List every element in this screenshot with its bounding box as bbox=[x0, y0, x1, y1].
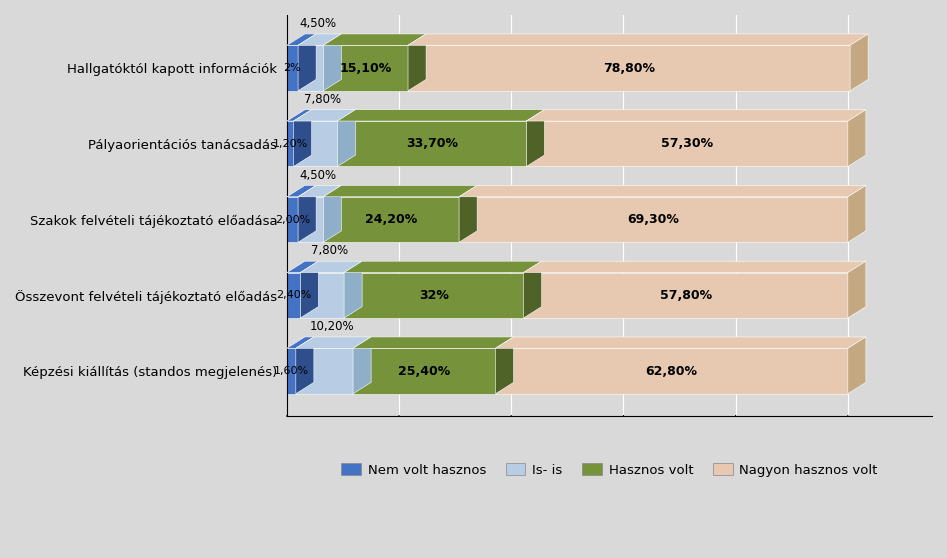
Polygon shape bbox=[524, 261, 542, 318]
Polygon shape bbox=[294, 110, 355, 121]
Bar bbox=[353, 348, 495, 394]
Polygon shape bbox=[295, 337, 371, 348]
Text: 25,40%: 25,40% bbox=[398, 364, 451, 378]
Bar bbox=[524, 272, 848, 318]
Text: 2,40%: 2,40% bbox=[276, 290, 312, 300]
Polygon shape bbox=[408, 34, 426, 91]
Polygon shape bbox=[408, 34, 868, 45]
Polygon shape bbox=[337, 110, 355, 166]
Bar bbox=[495, 348, 848, 394]
Bar bbox=[287, 197, 298, 242]
Polygon shape bbox=[337, 110, 545, 121]
Bar bbox=[298, 197, 323, 242]
Bar bbox=[408, 45, 850, 91]
Polygon shape bbox=[300, 261, 318, 318]
Text: 62,80%: 62,80% bbox=[646, 364, 698, 378]
Bar bbox=[344, 272, 524, 318]
Polygon shape bbox=[300, 261, 362, 272]
Text: 2%: 2% bbox=[283, 63, 301, 73]
Text: 57,30%: 57,30% bbox=[661, 137, 713, 150]
Text: 1,60%: 1,60% bbox=[274, 366, 309, 376]
Polygon shape bbox=[527, 110, 866, 121]
Polygon shape bbox=[323, 185, 341, 242]
Polygon shape bbox=[287, 337, 313, 348]
Polygon shape bbox=[287, 261, 318, 272]
Polygon shape bbox=[294, 110, 312, 166]
Bar bbox=[300, 272, 344, 318]
Text: 57,80%: 57,80% bbox=[660, 288, 712, 302]
Text: 7,80%: 7,80% bbox=[304, 93, 341, 106]
Polygon shape bbox=[848, 110, 866, 166]
Polygon shape bbox=[344, 261, 542, 272]
Polygon shape bbox=[344, 261, 362, 318]
Polygon shape bbox=[287, 110, 312, 121]
Polygon shape bbox=[459, 185, 866, 197]
Polygon shape bbox=[353, 337, 371, 394]
Bar bbox=[323, 197, 459, 242]
Polygon shape bbox=[495, 337, 513, 394]
Polygon shape bbox=[298, 185, 341, 197]
Polygon shape bbox=[323, 34, 426, 45]
Text: 10,20%: 10,20% bbox=[310, 320, 354, 333]
Polygon shape bbox=[527, 110, 545, 166]
Bar bbox=[323, 45, 408, 91]
Polygon shape bbox=[295, 337, 313, 394]
Text: 32%: 32% bbox=[419, 288, 449, 302]
Polygon shape bbox=[848, 185, 866, 242]
Polygon shape bbox=[298, 34, 341, 45]
Polygon shape bbox=[287, 185, 316, 197]
Text: 69,30%: 69,30% bbox=[628, 213, 679, 226]
Bar bbox=[287, 348, 295, 394]
Polygon shape bbox=[850, 34, 868, 91]
Polygon shape bbox=[848, 261, 866, 318]
Polygon shape bbox=[287, 34, 316, 45]
Polygon shape bbox=[459, 185, 477, 242]
Text: 1,20%: 1,20% bbox=[273, 139, 308, 149]
Bar bbox=[298, 45, 323, 91]
Polygon shape bbox=[298, 34, 316, 91]
Polygon shape bbox=[298, 185, 316, 242]
Bar bbox=[287, 45, 298, 91]
Bar bbox=[295, 348, 353, 394]
Polygon shape bbox=[353, 337, 513, 348]
Bar bbox=[294, 121, 337, 166]
Text: 2,00%: 2,00% bbox=[275, 214, 310, 224]
Text: 24,20%: 24,20% bbox=[366, 213, 418, 226]
Bar bbox=[287, 272, 300, 318]
Polygon shape bbox=[323, 185, 477, 197]
Bar bbox=[287, 121, 294, 166]
Polygon shape bbox=[495, 337, 866, 348]
Text: 78,80%: 78,80% bbox=[603, 61, 655, 75]
Bar bbox=[459, 197, 848, 242]
Text: 7,80%: 7,80% bbox=[311, 244, 348, 257]
Text: 15,10%: 15,10% bbox=[340, 61, 392, 75]
Bar bbox=[337, 121, 527, 166]
Polygon shape bbox=[323, 34, 341, 91]
Legend: Nem volt hasznos, Is- is, Hasznos volt, Nagyon hasznos volt: Nem volt hasznos, Is- is, Hasznos volt, … bbox=[336, 458, 883, 482]
Text: 4,50%: 4,50% bbox=[299, 169, 336, 182]
Text: 33,70%: 33,70% bbox=[406, 137, 457, 150]
Bar bbox=[527, 121, 848, 166]
Polygon shape bbox=[524, 261, 866, 272]
Polygon shape bbox=[848, 337, 866, 394]
Text: 4,50%: 4,50% bbox=[299, 17, 336, 30]
